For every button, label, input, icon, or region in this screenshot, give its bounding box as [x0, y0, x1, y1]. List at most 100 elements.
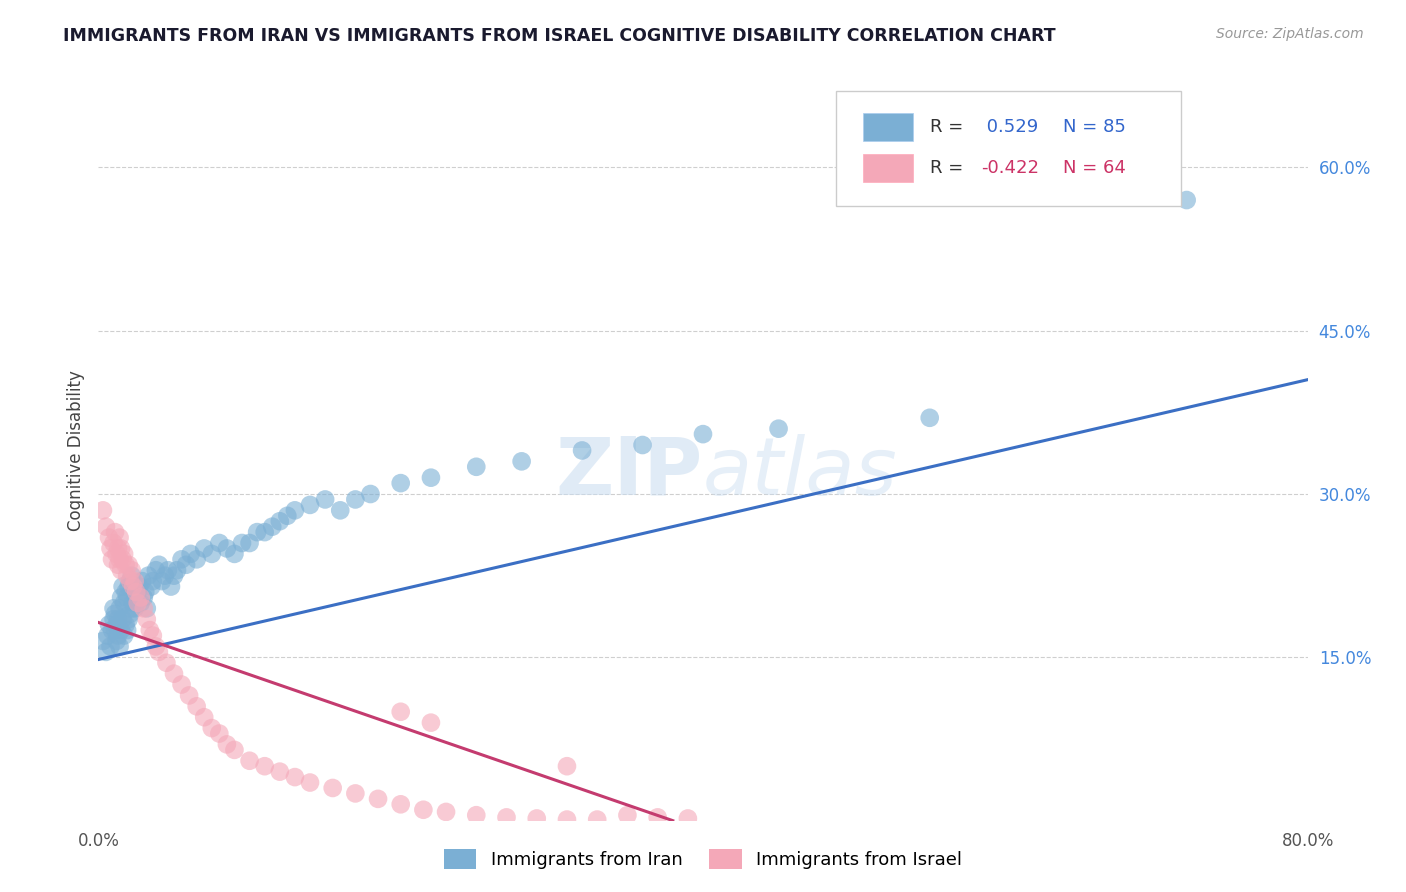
Point: [107, 612, 129, 626]
Point: [142, 628, 165, 642]
Point: [616, 808, 638, 822]
Point: [121, 568, 143, 582]
Point: [141, 580, 163, 594]
Point: [145, 640, 167, 654]
Point: [166, 563, 188, 577]
Point: [107, 541, 129, 556]
Text: N = 85: N = 85: [1063, 118, 1126, 136]
Point: [153, 568, 176, 582]
Point: [676, 812, 699, 826]
Point: [104, 525, 127, 540]
Point: [104, 607, 127, 621]
Point: [114, 617, 136, 632]
Point: [124, 601, 146, 615]
Point: [412, 803, 434, 817]
Point: [155, 656, 177, 670]
Point: [208, 726, 231, 740]
Point: [103, 612, 125, 626]
Point: [170, 677, 193, 691]
Point: [526, 812, 548, 826]
Point: [276, 508, 298, 523]
FancyBboxPatch shape: [863, 113, 914, 141]
Point: [231, 536, 253, 550]
Point: [918, 410, 941, 425]
FancyBboxPatch shape: [863, 154, 914, 183]
Point: [111, 612, 134, 626]
Text: IMMIGRANTS FROM IRAN VS IMMIGRANTS FROM ISRAEL COGNITIVE DISABILITY CORRELATION : IMMIGRANTS FROM IRAN VS IMMIGRANTS FROM …: [63, 27, 1056, 45]
Point: [131, 574, 153, 588]
Point: [125, 585, 148, 599]
Text: 0.529: 0.529: [981, 118, 1039, 136]
Point: [121, 563, 143, 577]
Point: [115, 568, 138, 582]
Point: [136, 568, 159, 582]
Point: [148, 558, 170, 572]
Point: [420, 471, 443, 485]
Point: [105, 634, 128, 648]
Point: [111, 580, 134, 594]
Point: [389, 705, 412, 719]
Point: [269, 514, 291, 528]
Point: [100, 541, 122, 556]
Point: [129, 596, 152, 610]
Text: -0.422: -0.422: [981, 160, 1039, 178]
Point: [174, 558, 197, 572]
Point: [110, 563, 132, 577]
Point: [193, 710, 215, 724]
Point: [110, 623, 132, 637]
Point: [94, 519, 117, 533]
Point: [239, 536, 262, 550]
Point: [420, 715, 443, 730]
Point: [98, 531, 121, 545]
Point: [555, 813, 578, 827]
Point: [586, 813, 609, 827]
Point: [128, 580, 150, 594]
Point: [121, 601, 143, 615]
Point: [329, 503, 352, 517]
Point: [108, 531, 131, 545]
FancyBboxPatch shape: [837, 91, 1181, 206]
Point: [96, 628, 118, 642]
Point: [208, 536, 231, 550]
Point: [104, 623, 127, 637]
Point: [299, 498, 322, 512]
Point: [91, 634, 114, 648]
Point: [135, 601, 157, 615]
Point: [107, 628, 129, 642]
Point: [299, 775, 322, 789]
Point: [101, 552, 124, 566]
Point: [186, 699, 208, 714]
Point: [160, 580, 183, 594]
Point: [134, 585, 156, 599]
Point: [112, 547, 135, 561]
Point: [103, 536, 125, 550]
Legend: Immigrants from Iran, Immigrants from Israel: Immigrants from Iran, Immigrants from Is…: [434, 839, 972, 879]
Point: [118, 558, 141, 572]
Point: [112, 596, 135, 610]
Point: [103, 601, 125, 615]
Point: [118, 612, 141, 626]
Point: [186, 552, 208, 566]
Point: [120, 574, 142, 588]
Point: [163, 666, 186, 681]
Point: [105, 617, 128, 632]
Point: [91, 503, 114, 517]
Point: [322, 780, 344, 795]
Point: [224, 547, 246, 561]
Point: [108, 601, 131, 615]
Point: [434, 805, 457, 819]
Point: [201, 721, 224, 735]
Point: [510, 454, 533, 468]
Point: [127, 596, 149, 610]
Text: R =: R =: [931, 160, 969, 178]
Point: [360, 487, 382, 501]
Point: [170, 552, 193, 566]
Point: [132, 601, 155, 615]
Point: [631, 438, 654, 452]
Point: [108, 552, 131, 566]
Point: [269, 764, 291, 779]
Point: [367, 792, 389, 806]
Point: [179, 689, 201, 703]
Point: [107, 558, 129, 572]
Point: [148, 645, 170, 659]
